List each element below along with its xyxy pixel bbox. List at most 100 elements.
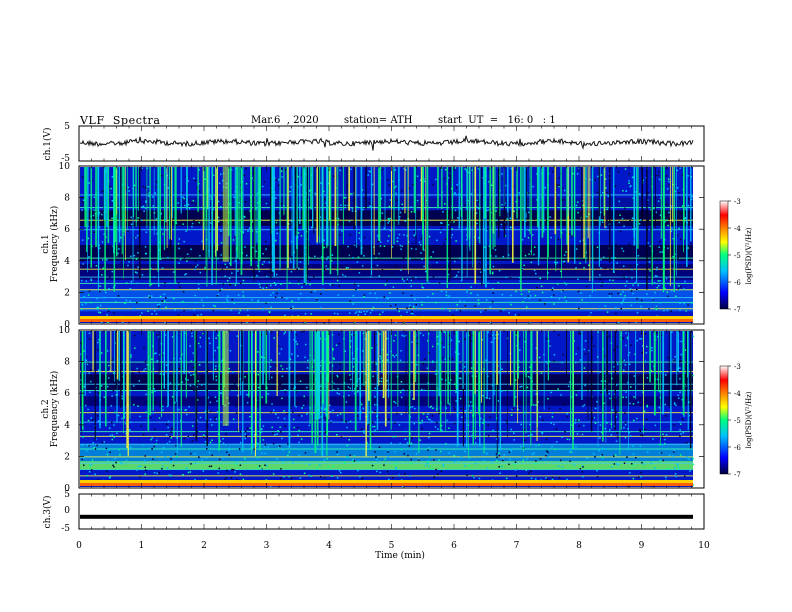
speckle	[361, 477, 363, 480]
speckle	[631, 176, 634, 179]
speckle	[499, 472, 501, 474]
sferic-streak	[571, 167, 573, 236]
speckle	[631, 463, 633, 465]
speckle	[280, 365, 282, 367]
speckle	[587, 349, 590, 352]
speckle	[205, 270, 207, 272]
speckle	[113, 424, 115, 426]
speckle	[428, 351, 430, 354]
speckle	[692, 374, 694, 377]
speckle	[170, 437, 173, 439]
speckle	[668, 180, 670, 183]
speckle	[390, 442, 392, 444]
speckle	[314, 290, 316, 292]
speckle	[297, 232, 300, 234]
speckle	[647, 192, 649, 194]
speckle	[386, 337, 388, 340]
ch1-spec-ylabel-frequency: Frequency (kHz)	[49, 206, 60, 283]
speckle	[280, 348, 283, 350]
speckle	[678, 397, 680, 399]
speckle	[386, 353, 389, 356]
speckle	[226, 444, 228, 447]
speckle	[611, 293, 613, 295]
sferic-streak	[554, 167, 557, 235]
speckle	[257, 386, 260, 389]
speckle	[185, 221, 187, 223]
speckle	[491, 272, 494, 275]
speckle	[398, 233, 401, 236]
speckle	[395, 185, 397, 188]
speckle	[488, 397, 491, 400]
speckle	[320, 182, 322, 184]
sferic-streak	[235, 167, 237, 252]
speckle	[561, 466, 564, 468]
speckle	[522, 301, 524, 303]
speckle	[520, 423, 522, 426]
speckle	[221, 255, 224, 257]
speckle	[88, 372, 90, 374]
sferic-streak	[498, 167, 500, 239]
speckle	[654, 307, 657, 310]
speckle	[345, 196, 347, 199]
speckle	[228, 454, 230, 456]
speckle	[389, 292, 391, 294]
speckle	[656, 332, 658, 334]
speckle	[480, 311, 482, 313]
speckle	[306, 231, 308, 233]
speckle	[471, 375, 474, 377]
speckle	[352, 458, 354, 461]
speckle	[372, 465, 374, 468]
speckle	[394, 422, 396, 424]
speckle	[174, 453, 177, 455]
speckle	[626, 485, 629, 487]
sferic-streak	[391, 167, 392, 259]
sferic-streak	[107, 167, 110, 242]
speckle	[238, 448, 241, 450]
speckle	[668, 218, 671, 220]
sferic-streak	[211, 167, 213, 285]
speckle	[228, 284, 231, 286]
speckle	[541, 431, 544, 433]
sferic-streak	[602, 331, 604, 442]
speckle	[238, 209, 240, 211]
sferic-streak	[331, 331, 333, 392]
speckle	[687, 304, 689, 306]
speckle	[531, 273, 533, 275]
speckle	[652, 438, 654, 440]
speckle	[298, 429, 300, 432]
speckle	[622, 190, 624, 192]
speckle	[569, 451, 571, 453]
sferic-streak	[380, 167, 382, 222]
speckle	[667, 224, 669, 227]
speckle	[117, 252, 119, 255]
speckle	[142, 185, 145, 188]
speckle	[611, 377, 613, 380]
sferic-streak	[129, 331, 131, 419]
speckle	[371, 464, 374, 467]
speckle	[617, 170, 620, 173]
speckle	[389, 217, 392, 220]
speckle	[336, 477, 339, 479]
speckle	[330, 420, 332, 422]
speckle	[97, 479, 99, 481]
speckle	[221, 192, 224, 195]
speckle	[662, 459, 664, 462]
speckle	[198, 364, 201, 366]
speckle	[256, 456, 259, 459]
speckle	[226, 298, 228, 301]
speckle	[443, 331, 445, 333]
speckle	[688, 401, 690, 403]
speckle	[392, 354, 394, 357]
sferic-streak	[106, 167, 108, 227]
speckle	[122, 277, 124, 279]
speckle	[193, 389, 195, 391]
speckle	[614, 454, 617, 456]
speckle	[527, 192, 529, 194]
speckle	[214, 368, 217, 371]
speckle	[575, 419, 577, 421]
speckle	[560, 270, 562, 273]
speckle	[94, 448, 97, 450]
speckle	[194, 268, 196, 271]
sferic-streak	[121, 167, 123, 255]
speckle	[324, 198, 326, 200]
